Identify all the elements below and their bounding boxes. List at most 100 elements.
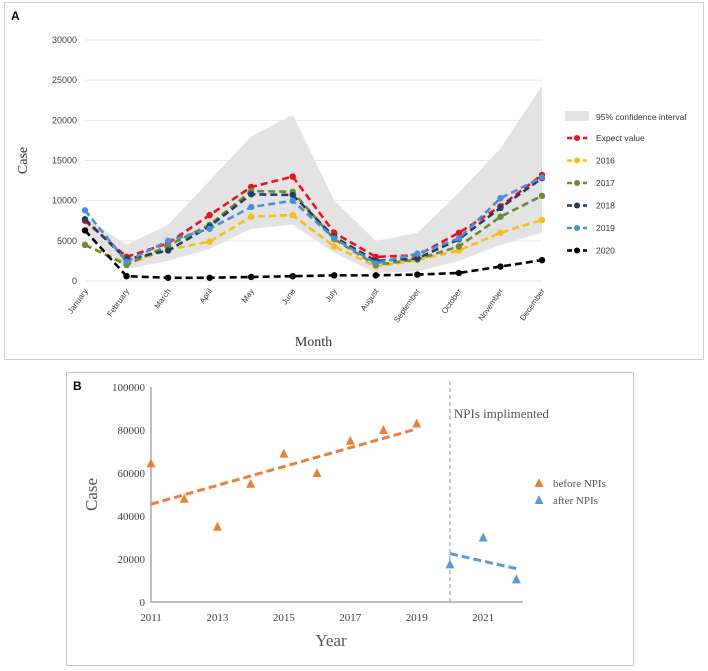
x-tick-label-a: June [280, 287, 298, 307]
legend-label: 2016 [596, 156, 615, 166]
y-tick-label-a: 15000 [52, 156, 77, 166]
data-point-2020 [164, 274, 172, 281]
x-tick-label-a: July [323, 287, 339, 304]
x-axis-title-b: Year [315, 631, 347, 650]
legend-label-b: before NPIs [553, 478, 606, 490]
data-point-2018 [164, 247, 172, 254]
legend-marker [574, 202, 580, 209]
data-point-expect-value [455, 229, 463, 236]
data-point-before [312, 468, 322, 477]
legend-label: 2020 [596, 246, 615, 256]
data-point-2019 [247, 203, 255, 211]
x-tick-label-b: 2017 [339, 612, 362, 624]
confidence-band [85, 85, 542, 273]
data-point-2017 [164, 242, 172, 249]
data-point-before [146, 458, 156, 468]
data-point-2019 [455, 235, 463, 242]
data-point-2020 [497, 263, 504, 270]
y-axis-title-b: Case [82, 478, 101, 511]
data-point-after [478, 532, 488, 542]
data-point-2016 [289, 211, 296, 219]
x-tick-label-a: February [105, 287, 131, 318]
scatter-chart-b: 0 20000 40000 60000 80000 100000 2011 2013 2015 2… [82, 381, 606, 650]
data-point-2017 [497, 213, 504, 220]
legend-marker-b [534, 495, 544, 504]
y-tick-label-b: 80000 [118, 425, 146, 437]
y-tick-label-b: 60000 [118, 468, 146, 480]
x-axis-title-a: Month [295, 335, 332, 350]
x-tick-label-b: 2013 [206, 612, 229, 624]
data-point-2020 [538, 256, 546, 264]
panel-b-letter: B [73, 379, 82, 393]
data-point-2016 [206, 238, 213, 245]
x-tick-label-a: August [359, 286, 381, 312]
data-point-expect-value [289, 173, 296, 180]
y-tick-label-b: 20000 [118, 554, 146, 566]
data-point-2020 [81, 227, 89, 234]
x-tick-label-a: November [477, 287, 506, 323]
data-point-after [445, 559, 455, 569]
series-line-2018 [84, 177, 543, 263]
data-point-2018 [81, 215, 89, 223]
y-tick-label-a: 20000 [52, 115, 77, 125]
data-point-2016 [247, 213, 255, 220]
y-axis-title-a: Case [16, 147, 31, 174]
data-point-2019 [123, 258, 130, 265]
y-tick-label-a: 0 [72, 276, 77, 286]
data-point-2020 [414, 271, 421, 278]
data-point-2018 [289, 191, 296, 199]
legend-marker [574, 180, 580, 186]
legend-label: Expect value [596, 133, 645, 143]
data-point-2018 [414, 255, 421, 262]
data-point-expect-value [206, 211, 213, 219]
data-point-2017 [538, 192, 546, 200]
data-point-after [511, 574, 521, 584]
legend-marker [574, 247, 580, 254]
data-point-2019 [372, 260, 380, 267]
data-point-2019 [538, 174, 546, 181]
data-point-2019 [331, 235, 338, 242]
data-point-2016 [331, 243, 338, 250]
data-point-2017 [81, 241, 89, 249]
data-point-before [279, 448, 289, 458]
data-point-before [412, 418, 422, 428]
data-point-2016 [497, 229, 504, 236]
data-point-2019 [81, 207, 89, 214]
trend-line-before [150, 427, 418, 506]
legend-label-ci: 95% confidence interval [596, 112, 686, 122]
data-point-2018 [497, 204, 504, 212]
y-tick-label-a: 30000 [52, 35, 77, 45]
data-point-2018 [247, 191, 255, 198]
data-point-2017 [455, 243, 463, 250]
y-tick-label-a: 5000 [57, 236, 77, 246]
legend-marker-b [534, 478, 544, 487]
data-point-2020 [289, 272, 296, 280]
x-tick-label-a: January [66, 287, 90, 315]
x-tick-label-a: October [440, 287, 464, 316]
panel-b: B 0 20000 40000 60000 80000 100000 2011 2013 201… [66, 372, 634, 666]
data-point-before [246, 478, 256, 488]
data-point-2019 [497, 195, 504, 202]
data-point-2020 [247, 273, 255, 281]
x-tick-label-b: 2019 [406, 612, 429, 624]
x-tick-label-b: 2011 [140, 612, 162, 624]
panel-a-letter: A [11, 9, 20, 23]
series-line-2019 [83, 176, 543, 265]
x-tick-label-b: 2021 [472, 612, 494, 624]
data-point-2019 [414, 250, 421, 257]
x-tick-label-a: December [518, 287, 547, 323]
npi-annotation: NPIs implimented [454, 406, 549, 421]
data-point-2019 [164, 237, 172, 245]
legend-swatch-ci [565, 111, 589, 121]
legend-label: 2019 [596, 223, 615, 233]
y-tick-label-b: 0 [140, 597, 146, 609]
data-point-before [345, 435, 355, 445]
y-tick-label-b: 40000 [118, 511, 146, 523]
data-point-2020 [331, 272, 338, 279]
y-tick-label-a: 25000 [52, 75, 77, 85]
line-chart-a: 0 5000 10000 15000 20000 25000 30000 January Feb… [16, 35, 686, 350]
data-point-before [179, 493, 189, 503]
panel-a: A 0 5000 10000 15000 20000 25000 30000 January F… [4, 2, 704, 360]
y-tick-label-b: 100000 [112, 382, 146, 394]
data-point-2019 [206, 225, 213, 232]
